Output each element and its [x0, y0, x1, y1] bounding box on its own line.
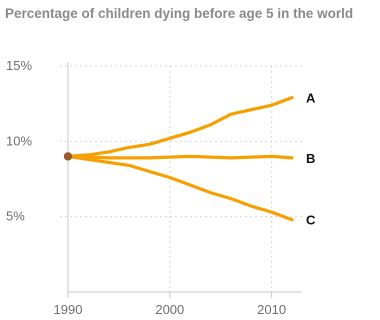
y-tick-label: 10%: [6, 133, 32, 148]
x-tick-label: 1990: [54, 302, 83, 317]
labels: 5% 10% 15% 1990 2000 2010 A B C: [6, 58, 316, 317]
series-lines: [63, 95, 294, 222]
grid-lines: [60, 65, 302, 292]
series-label-a: A: [306, 91, 316, 106]
axes: [67, 62, 302, 298]
start-marker: [63, 152, 73, 161]
y-tick-label: 5%: [6, 209, 25, 224]
x-tick-label: 2010: [257, 302, 286, 317]
chart-title: Percentage of children dying before age …: [5, 6, 354, 21]
series-line-c: [66, 154, 294, 222]
series-line-a: [66, 95, 294, 158]
x-tick-label: 2000: [155, 302, 184, 317]
y-tick-label: 15%: [6, 58, 32, 73]
series-label-b: B: [306, 151, 315, 166]
series-line-b: [66, 154, 294, 160]
series-label-c: C: [306, 213, 316, 228]
